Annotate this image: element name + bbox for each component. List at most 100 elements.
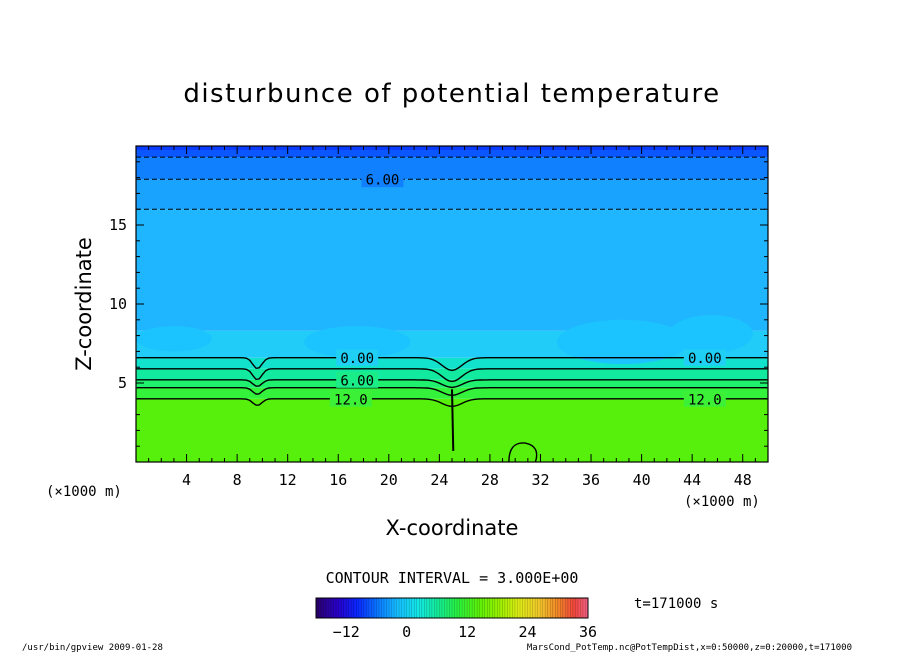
x-tick-label: 48 <box>734 471 752 489</box>
colorbar-swatch <box>570 598 574 618</box>
plume-contour <box>451 389 455 451</box>
colorbar-swatch <box>492 598 496 618</box>
colorbar-tick-label: 12 <box>458 623 476 641</box>
x-axis: 4 8 12 16 20 24 28 32 36 40 44 48 <box>135 146 769 489</box>
colorbar-swatch <box>336 598 339 618</box>
contour-line <box>136 357 768 372</box>
color-band <box>136 357 768 369</box>
color-band <box>136 179 768 210</box>
x-tick-label: 36 <box>582 471 600 489</box>
colorbar-swatch <box>537 598 541 618</box>
colorbar-swatch <box>386 598 390 618</box>
colorbar-swatch <box>454 598 458 618</box>
colorbar-swatch <box>530 598 533 618</box>
colorbar-swatch <box>507 598 511 618</box>
color-band <box>136 157 768 180</box>
colorbar-swatch <box>565 598 569 618</box>
colorbar-swatch <box>487 598 491 618</box>
contour-label: 6.00 <box>340 373 374 389</box>
colorbar-swatch <box>391 598 395 618</box>
colorbar-tick-label: 36 <box>579 623 597 641</box>
colorbar-swatch <box>318 598 322 618</box>
contour-label: 6.00 <box>366 173 400 189</box>
x-tick-label: 28 <box>481 471 499 489</box>
colorbar-swatch <box>552 598 556 618</box>
colorbar-swatch <box>378 598 382 618</box>
colorbar-swatch <box>550 598 554 618</box>
colorbar-swatch <box>477 598 481 618</box>
colorbar-swatch <box>512 598 516 618</box>
colorbar-swatch <box>582 598 586 618</box>
colorbar-swatch <box>328 598 332 618</box>
contour-lines <box>136 156 768 462</box>
contour-label: 12.0 <box>688 392 722 408</box>
contour-label: 0.00 <box>340 351 374 367</box>
colorbar-swatch <box>363 598 367 618</box>
colorbar-swatch <box>520 598 523 618</box>
colorbar-swatch <box>361 598 365 618</box>
chart-title: disturbunce of potential temperature <box>183 79 720 109</box>
colorbar-tick-label: −12 <box>333 623 360 641</box>
colorbar-swatch <box>394 598 397 618</box>
y-tick-label: 10 <box>109 295 127 313</box>
colorbar-swatch <box>343 598 347 618</box>
x-tick-label: 44 <box>683 471 701 489</box>
colorbar-swatch <box>406 598 410 618</box>
colorbar-swatch <box>542 598 546 618</box>
colorbar-swatch <box>436 598 440 618</box>
contour-line <box>136 379 768 389</box>
colorbar-swatch <box>323 598 327 618</box>
colorbar-swatch <box>373 598 377 618</box>
y-axis: 5 10 15 <box>109 145 768 463</box>
contour-label-bg <box>683 349 726 366</box>
colorbar-swatch <box>547 598 551 618</box>
colorbar-swatch <box>489 598 493 618</box>
colorbar-tick-label: 0 <box>402 623 411 641</box>
contour-label-bg <box>329 390 372 407</box>
colorbar-swatch <box>341 598 345 618</box>
colorbar-swatch <box>346 598 350 618</box>
x-tick-label: 4 <box>182 471 191 489</box>
x-unit-right: (×1000 m) <box>684 494 760 510</box>
footer-right: MarsCond_PotTemp.nc@PotTempDist,x=0:5000… <box>527 643 852 653</box>
shading-patches <box>136 146 768 365</box>
colorbar-frame <box>315 597 589 619</box>
colorbar-swatch <box>348 598 352 618</box>
colorbar <box>315 597 589 619</box>
footer-left: /usr/bin/gpview 2009-01-28 <box>22 643 163 653</box>
color-band <box>136 146 768 158</box>
colorbar-swatch <box>441 598 445 618</box>
colorbar-swatch <box>504 598 508 618</box>
colorbar-swatch <box>525 598 528 618</box>
colorbar-swatch <box>532 598 536 618</box>
colorbar-swatch <box>429 598 433 618</box>
colorbar-swatch <box>404 598 407 618</box>
colorbar-swatch <box>494 598 498 618</box>
plot-area <box>136 146 768 462</box>
colorbar-swatch <box>399 598 402 618</box>
contour-interval-text: CONTOUR INTERVAL = 3.000E+00 <box>326 569 579 587</box>
colorbar-swatch <box>331 598 334 618</box>
color-bands <box>136 146 768 462</box>
time-label: t=171000 s <box>634 596 718 612</box>
colorbar-swatch <box>575 598 579 618</box>
y-tick-label: 15 <box>109 216 127 234</box>
x-tick-label: 16 <box>329 471 347 489</box>
colorbar-swatch <box>464 598 468 618</box>
colorbar-swatch <box>577 598 581 618</box>
colorbar-swatch <box>371 598 375 618</box>
contour-label: 12.0 <box>334 392 368 408</box>
colorbar-swatch <box>540 598 543 618</box>
colorbar-swatch <box>368 598 372 618</box>
colorbar-swatch <box>545 598 549 618</box>
colorbar-swatch <box>381 598 385 618</box>
shading-patch <box>556 319 689 365</box>
colorbar-ticks: −12 0 12 24 36 <box>333 623 597 641</box>
y-tick-label: 5 <box>118 374 127 392</box>
closed-contour <box>508 442 538 462</box>
colorbar-swatch <box>457 598 460 618</box>
colorbar-swatch <box>419 598 423 618</box>
colorbar-swatch <box>580 598 584 618</box>
contour-label-bg <box>336 371 379 388</box>
x-axis-label: X-coordinate <box>386 516 519 540</box>
